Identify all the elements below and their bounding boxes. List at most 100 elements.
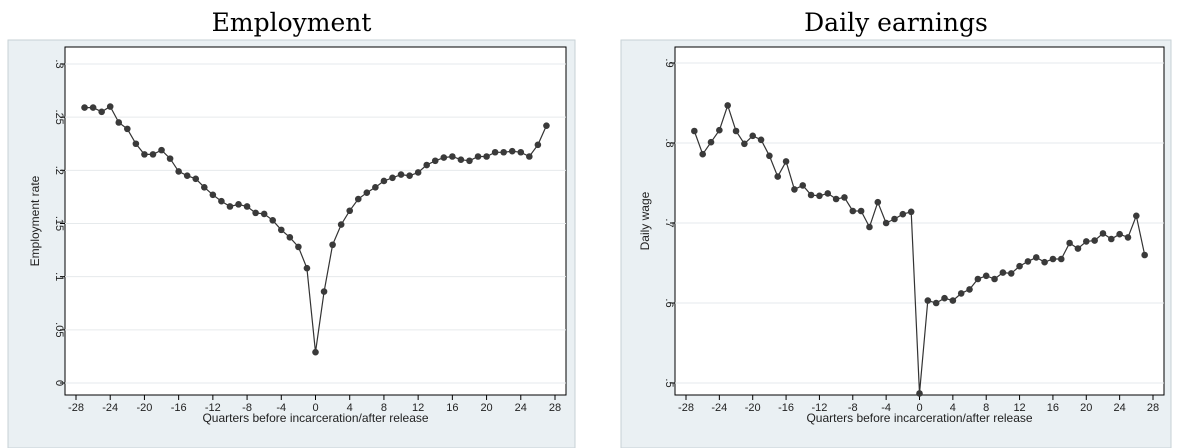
data-point xyxy=(320,288,328,295)
data-point xyxy=(891,215,898,223)
data-point xyxy=(81,104,88,111)
data-point xyxy=(406,172,413,179)
x-tick-label: -12 xyxy=(811,402,827,414)
data-point xyxy=(966,286,973,293)
data-point xyxy=(149,151,157,158)
x-axis-label: Quarters before incarceration/after rele… xyxy=(806,411,1032,425)
data-point xyxy=(380,177,388,185)
x-tick-label: 8 xyxy=(983,402,989,414)
data-point xyxy=(1124,234,1132,241)
data-point xyxy=(346,207,354,215)
y-axis-label: Daily wage xyxy=(638,191,652,250)
daily-earnings-panel: Daily earnings .5 .6 .7 .8 .9 -28 -24 -20 -16 -12… xyxy=(615,0,1177,448)
data-point xyxy=(440,154,448,161)
data-point xyxy=(175,168,182,175)
x-tick-label: 28 xyxy=(549,402,561,414)
data-point xyxy=(235,201,242,208)
y-tick-label: .25 xyxy=(53,110,65,125)
data-point xyxy=(1099,230,1107,237)
data-point xyxy=(269,217,277,224)
data-point xyxy=(807,191,815,199)
data-point xyxy=(849,207,857,215)
data-point xyxy=(907,208,915,216)
x-tick-label: 0 xyxy=(312,402,318,414)
x-tick-label: -24 xyxy=(102,402,118,414)
data-point xyxy=(841,194,848,201)
data-point xyxy=(337,221,345,228)
data-point xyxy=(816,192,823,200)
data-point xyxy=(991,275,998,283)
x-tick-label: 20 xyxy=(1080,402,1092,414)
x-tick-label: 24 xyxy=(515,402,527,414)
daily-earnings-chart: .5 .6 .7 .8 .9 -28 -24 -20 -16 -12 -8 -4 0 4 8 12 16 20 24… xyxy=(620,39,1172,448)
data-point xyxy=(916,390,923,397)
data-point xyxy=(372,184,379,191)
data-point xyxy=(209,191,217,199)
data-point xyxy=(874,198,882,206)
data-point xyxy=(824,190,832,197)
data-point xyxy=(1082,238,1090,245)
data-point xyxy=(389,174,396,182)
data-point xyxy=(1141,251,1148,259)
data-point xyxy=(757,136,765,144)
x-tick-label: -20 xyxy=(745,402,761,414)
data-point xyxy=(414,169,422,176)
data-point xyxy=(354,195,362,203)
data-point xyxy=(1074,245,1082,252)
plot-area xyxy=(674,46,1165,396)
data-point xyxy=(303,264,311,272)
data-point xyxy=(517,148,525,156)
data-point xyxy=(431,157,439,165)
data-point xyxy=(89,104,97,111)
data-point xyxy=(252,209,259,217)
data-point xyxy=(1057,255,1065,263)
data-point xyxy=(329,241,336,249)
data-point xyxy=(857,207,865,215)
x-tick-label: -12 xyxy=(205,402,221,414)
x-tick-label: -28 xyxy=(678,402,694,414)
data-point xyxy=(483,153,490,160)
data-point xyxy=(899,210,907,218)
x-tick-label: 4 xyxy=(347,402,353,414)
data-point xyxy=(716,126,723,134)
data-point xyxy=(226,203,234,210)
x-tick-label: 4 xyxy=(950,402,956,414)
data-point xyxy=(1041,258,1048,266)
data-point xyxy=(192,175,200,183)
data-point xyxy=(166,155,174,162)
data-point xyxy=(766,152,773,160)
data-point xyxy=(491,148,499,156)
y-axis-label: Employment rate xyxy=(28,175,42,266)
data-point xyxy=(691,127,698,135)
x-tick-label: 24 xyxy=(1114,402,1126,414)
data-point xyxy=(941,294,948,302)
y-tick-label: .9 xyxy=(663,58,675,67)
chart-title: Employment xyxy=(211,8,372,37)
x-tick-label: -20 xyxy=(136,402,152,414)
data-point xyxy=(1024,258,1032,265)
data-point xyxy=(363,189,371,196)
y-tick-label: .1 xyxy=(53,272,65,281)
data-point xyxy=(1016,262,1023,270)
data-point xyxy=(457,156,465,163)
data-point xyxy=(106,103,114,110)
x-tick-label: -28 xyxy=(68,402,84,414)
data-point xyxy=(500,148,507,156)
y-tick-label: .7 xyxy=(663,218,675,227)
data-point xyxy=(141,151,148,158)
data-point xyxy=(534,141,542,149)
y-tick-label: 0 xyxy=(53,380,65,386)
data-point xyxy=(774,173,782,180)
x-tick-label: -4 xyxy=(881,402,891,414)
y-tick-label: .5 xyxy=(663,378,675,387)
data-point xyxy=(699,150,706,158)
data-point xyxy=(1091,237,1098,244)
data-point xyxy=(799,182,807,189)
chart-title: Daily earnings xyxy=(804,8,988,37)
data-point xyxy=(201,184,208,191)
data-point xyxy=(1066,239,1073,247)
y-tick-label: .05 xyxy=(53,322,65,337)
employment-panel: Employment 0 .05 .1 .15 .2 .25 .3 -28 -24 -20 -16 -… xyxy=(0,0,583,448)
x-tick-label: 0 xyxy=(916,402,922,414)
data-point xyxy=(957,290,965,297)
